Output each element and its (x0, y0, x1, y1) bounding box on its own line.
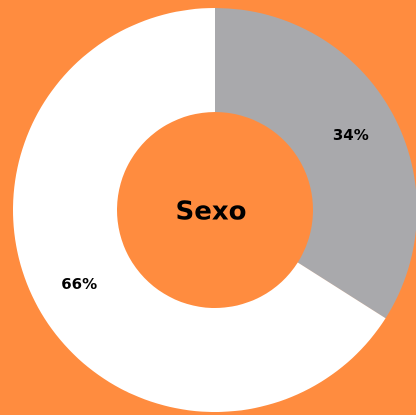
value-label: 34% (333, 126, 369, 144)
slice (12, 8, 386, 412)
chart-title: Sexo (176, 197, 247, 227)
slice (215, 8, 416, 319)
value-label: 66% (61, 275, 97, 293)
